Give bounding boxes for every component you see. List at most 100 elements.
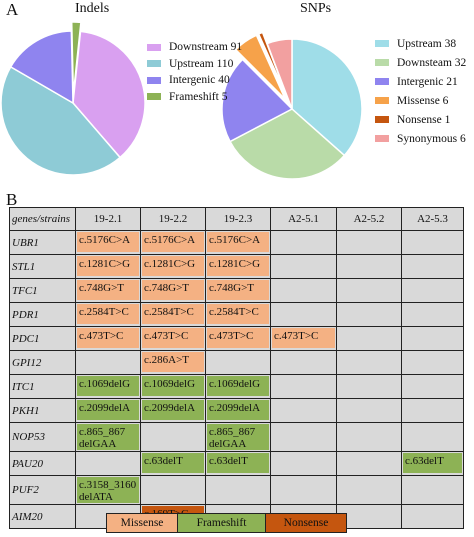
legend-item: Missense 6 xyxy=(375,91,466,110)
mutation-cell xyxy=(75,451,141,476)
missense-mutation: c.2584T>C xyxy=(77,304,139,324)
gene-name: PAU20 xyxy=(9,451,76,476)
frameshift-mutation: c.3158_3160 delATA xyxy=(77,477,139,503)
missense-mutation: c.5176C>A xyxy=(207,232,269,252)
pie-slice-frameshift xyxy=(70,21,82,95)
frameshift-mutation: c.1069delG xyxy=(77,376,139,396)
mutation-cell: c.5176C>A xyxy=(140,230,206,255)
missense-mutation: c.473T>C xyxy=(272,328,335,348)
mutation-cell xyxy=(140,422,206,452)
gene-name: GPI12 xyxy=(9,350,76,375)
mutation-cell: c.473T>C xyxy=(270,326,337,351)
legend-swatch xyxy=(375,78,389,85)
frameshift-mutation: c.1069delG xyxy=(207,376,269,396)
mutation-cell xyxy=(401,504,464,529)
frameshift-mutation: c.865_867 delGAA xyxy=(207,424,269,450)
mutation-cell: c.473T>C xyxy=(140,326,206,351)
table-row: PDC1 c.473T>C c.473T>C c.473T>C c.473T>C xyxy=(9,326,464,351)
indels-legend: Downstream 91 Upstream 110 Intergenic 40 Fr… xyxy=(147,39,242,105)
mutation-cell: c.473T>C xyxy=(205,326,271,351)
gene-name: AIM20 xyxy=(9,504,76,529)
mutation-cell: c.748G>T xyxy=(140,278,206,303)
legend-swatch xyxy=(147,43,161,51)
legend-label: Intergenic 40 xyxy=(169,74,230,87)
gene-name: PUF2 xyxy=(9,475,76,505)
mutation-cell xyxy=(336,350,402,375)
missense-mutation: c.2584T>C xyxy=(142,304,204,324)
legend-item: Downsteam 32 xyxy=(375,53,466,72)
mutation-cell xyxy=(401,398,464,423)
mutation-cell: c.5176C>A xyxy=(205,230,271,255)
missense-mutation: c.1281C>G xyxy=(207,256,269,276)
mutation-cell: c.2584T>C xyxy=(140,302,206,327)
legend-swatch xyxy=(147,93,161,101)
type-legend-nonsense: Nonsense xyxy=(266,514,346,532)
strain-header: 19-2.1 xyxy=(75,207,141,231)
gene-name: UBR1 xyxy=(9,230,76,255)
mutation-cell xyxy=(140,475,206,505)
legend-item: Downstream 91 xyxy=(147,39,242,56)
frameshift-mutation: c.2099delA xyxy=(207,400,269,420)
mutation-cell: c.1281C>G xyxy=(140,254,206,279)
legend-item: Synonymous 6 xyxy=(375,129,466,148)
gene-name: TFC1 xyxy=(9,278,76,303)
mutation-cell: c.2584T>C xyxy=(205,302,271,327)
legend-item: Upstream 38 xyxy=(375,34,466,53)
gene-name: PDC1 xyxy=(9,326,76,351)
mutation-cell xyxy=(270,302,337,327)
strain-header: A2-5.3 xyxy=(401,207,464,231)
legend-label: Intergenic 21 xyxy=(397,75,458,88)
mutation-cell xyxy=(336,504,402,529)
mutation-cell xyxy=(336,451,402,476)
legend-swatch xyxy=(375,59,389,66)
legend-swatch xyxy=(375,116,389,123)
mutation-cell xyxy=(270,475,337,505)
legend-label: Missense 6 xyxy=(397,94,449,107)
mutation-cell: c.1069delG xyxy=(205,374,271,399)
mutation-cell xyxy=(336,326,402,351)
mutation-cell xyxy=(401,475,464,505)
snps-chart-title: SNPs xyxy=(300,1,332,16)
missense-mutation: c.286A>T xyxy=(142,352,204,372)
mutation-cell xyxy=(336,278,402,303)
mutation-cell: c.2099delA xyxy=(75,398,141,423)
legend-label: Nonsense 1 xyxy=(397,113,451,126)
mutation-cell xyxy=(270,230,337,255)
mutation-cell: c.2584T>C xyxy=(75,302,141,327)
gene-name: NOP53 xyxy=(9,422,76,452)
table-row: TFC1 c.748G>T c.748G>T c.748G>T xyxy=(9,278,464,303)
indels-chart-title: Indels xyxy=(75,1,110,16)
mutation-cell xyxy=(270,451,337,476)
mutation-cell: c.748G>T xyxy=(205,278,271,303)
mutation-cell: c.63delT xyxy=(140,451,206,476)
pie-slice-nonsense xyxy=(257,31,289,99)
mutation-cell: c.865_867 delGAA xyxy=(205,422,271,452)
table-row: NOP53 c.865_867 delGAA c.865_867 delGAA xyxy=(9,422,464,452)
type-legend-missense: Missense xyxy=(107,514,178,532)
type-legend-frameshift: Frameshift xyxy=(178,514,266,532)
frameshift-mutation: c.63delT xyxy=(207,453,269,473)
mutation-cell: c.2099delA xyxy=(205,398,271,423)
mutation-cell xyxy=(270,422,337,452)
pie-slice-missense xyxy=(234,34,286,100)
mutation-cell xyxy=(205,475,271,505)
mutation-cell xyxy=(336,230,402,255)
snps-pie-chart xyxy=(221,31,363,180)
gene-name: PDR1 xyxy=(9,302,76,327)
mutation-cell xyxy=(401,230,464,255)
mutation-cell: c.286A>T xyxy=(140,350,206,375)
legend-label: Synonymous 6 xyxy=(397,132,466,145)
missense-mutation: c.748G>T xyxy=(77,280,139,300)
legend-swatch xyxy=(375,97,389,104)
legend-label: Downstream 91 xyxy=(169,41,243,54)
table-row: GPI12 c.286A>T xyxy=(9,350,464,375)
missense-mutation: c.748G>T xyxy=(142,280,204,300)
panel-a-label: A xyxy=(6,0,19,19)
mutation-cell xyxy=(270,398,337,423)
missense-mutation: c.5176C>A xyxy=(77,232,139,252)
mutation-cell xyxy=(401,302,464,327)
mutation-cell xyxy=(270,350,337,375)
pie-slice-downstream xyxy=(72,30,146,159)
mutation-cell: c.865_867 delGAA xyxy=(75,422,141,452)
legend-swatch xyxy=(375,135,389,142)
